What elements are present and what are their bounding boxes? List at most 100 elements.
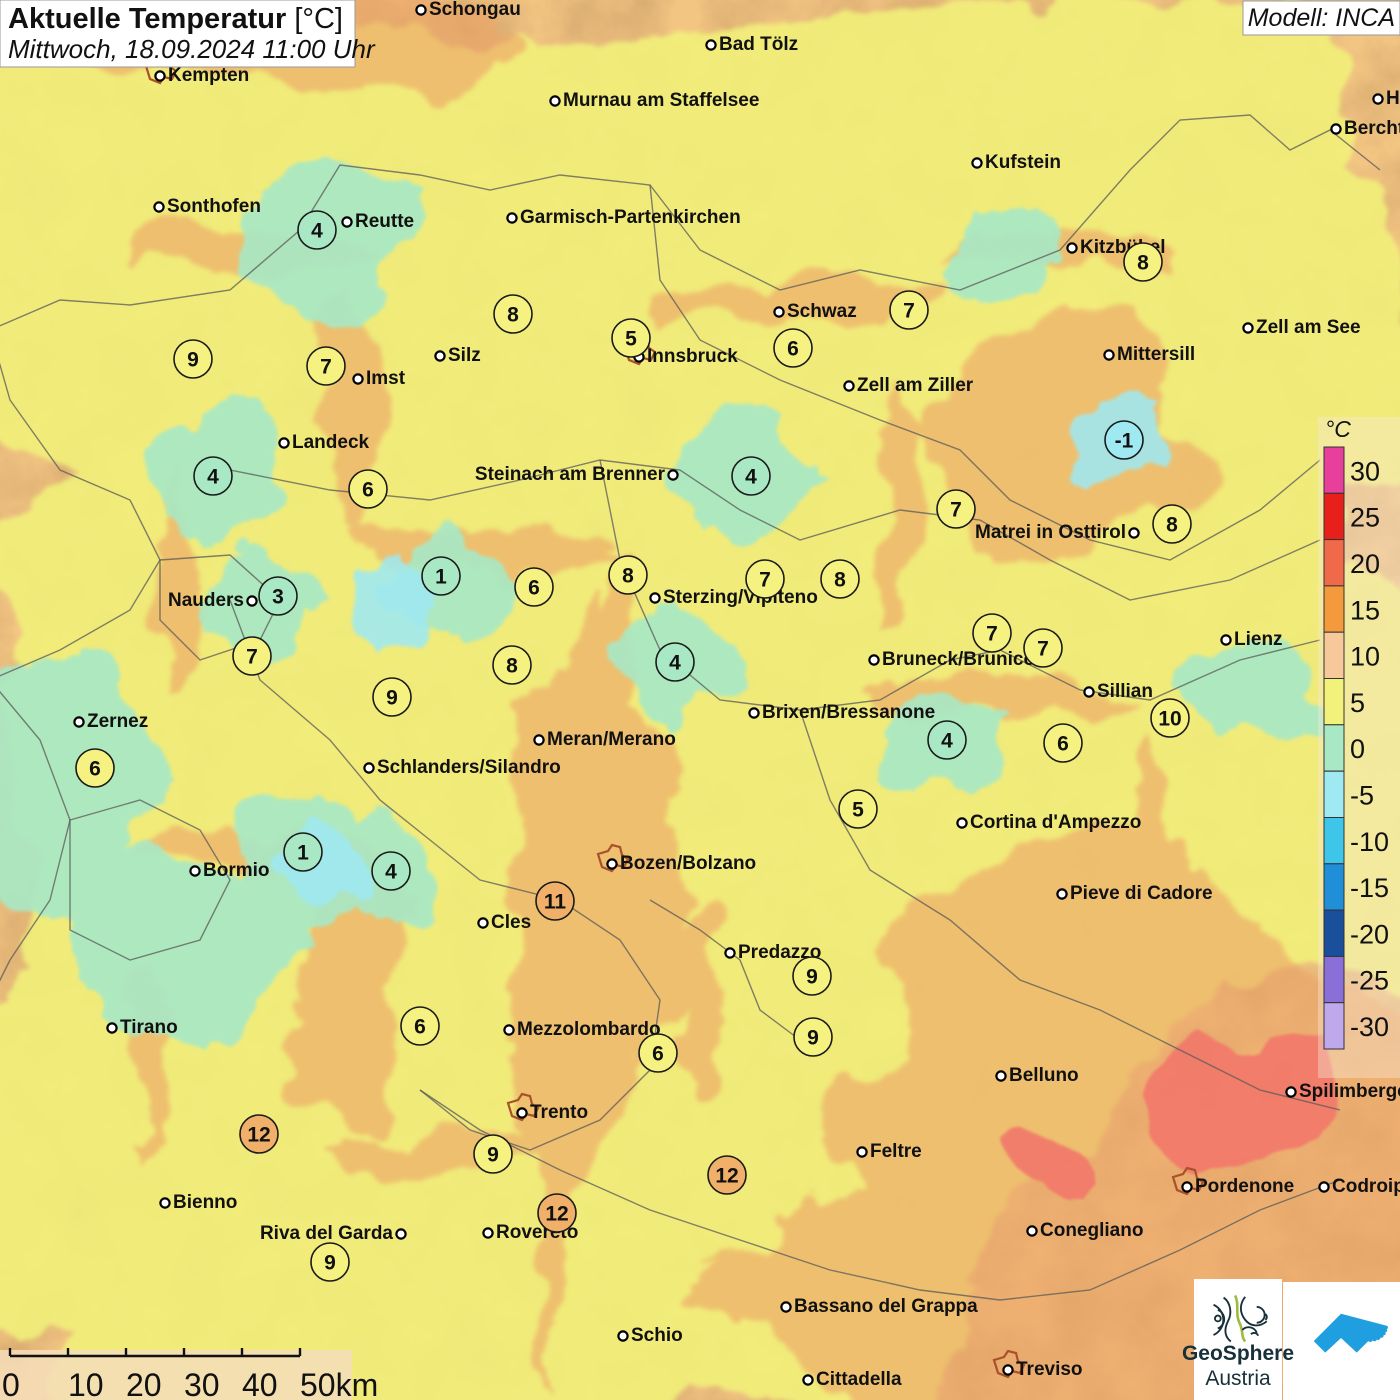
svg-text:-30: -30 (1350, 1012, 1389, 1042)
svg-text:Kempten: Kempten (168, 65, 249, 86)
svg-text:Pieve di Cadore: Pieve di Cadore (1070, 883, 1213, 904)
svg-text:9: 9 (806, 965, 818, 988)
svg-text:-10: -10 (1350, 827, 1389, 857)
svg-text:7: 7 (1037, 637, 1049, 660)
svg-text:7: 7 (320, 355, 332, 378)
svg-text:Treviso: Treviso (1016, 1359, 1083, 1380)
svg-text:-20: -20 (1350, 919, 1389, 949)
svg-text:9: 9 (386, 686, 398, 709)
svg-text:10: 10 (1350, 642, 1380, 672)
svg-text:8: 8 (834, 568, 846, 591)
svg-text:10: 10 (68, 1367, 104, 1400)
svg-text:Codroipo: Codroipo (1332, 1176, 1400, 1197)
svg-text:12: 12 (247, 1123, 270, 1146)
svg-text:6: 6 (1057, 732, 1069, 755)
svg-text:4: 4 (745, 465, 757, 488)
svg-text:8: 8 (1137, 251, 1149, 274)
svg-text:30: 30 (184, 1367, 220, 1400)
svg-text:20: 20 (1350, 549, 1380, 579)
svg-text:3: 3 (272, 585, 284, 608)
svg-text:Belluno: Belluno (1009, 1065, 1079, 1086)
svg-text:6: 6 (414, 1015, 426, 1038)
svg-text:Mezzolombardo: Mezzolombardo (517, 1019, 661, 1040)
svg-text:10: 10 (1158, 707, 1181, 730)
svg-text:Mittersill: Mittersill (1117, 344, 1195, 365)
svg-text:Sillian: Sillian (1097, 681, 1153, 702)
svg-text:Reutte: Reutte (355, 211, 414, 232)
svg-text:Bienno: Bienno (173, 1192, 237, 1213)
svg-text:Imst: Imst (366, 368, 406, 389)
svg-text:5: 5 (625, 327, 637, 350)
svg-text:Zell am Ziller: Zell am Ziller (857, 375, 974, 396)
svg-text:4: 4 (669, 651, 681, 674)
svg-text:Sonthofen: Sonthofen (167, 196, 261, 217)
svg-text:4: 4 (207, 465, 219, 488)
svg-text:12: 12 (545, 1202, 568, 1225)
svg-text:Cittadella: Cittadella (816, 1369, 902, 1390)
svg-text:Berchtesgaden: Berchtesgaden (1344, 118, 1400, 139)
svg-text:Schlanders/Silandro: Schlanders/Silandro (377, 757, 561, 778)
svg-text:Conegliano: Conegliano (1040, 1220, 1143, 1241)
svg-text:Bruneck/Brunico: Bruneck/Brunico (882, 649, 1035, 670)
svg-text:°C: °C (1325, 416, 1351, 442)
svg-text:Bozen/Bolzano: Bozen/Bolzano (620, 853, 756, 874)
svg-text:6: 6 (528, 576, 540, 599)
svg-text:7: 7 (246, 645, 258, 668)
svg-text:11: 11 (544, 890, 567, 913)
svg-text:6: 6 (89, 757, 101, 780)
svg-text:4: 4 (941, 729, 953, 752)
svg-text:9: 9 (324, 1251, 336, 1274)
svg-text:Silz: Silz (448, 345, 481, 366)
svg-text:Matrei in Osttirol: Matrei in Osttirol (975, 522, 1126, 543)
svg-text:7: 7 (986, 622, 998, 645)
svg-text:7: 7 (950, 498, 962, 521)
svg-text:Cles: Cles (491, 912, 531, 933)
svg-text:Meran/Merano: Meran/Merano (547, 729, 676, 750)
svg-text:Sterzing/Vipiteno: Sterzing/Vipiteno (663, 587, 818, 608)
svg-text:Landeck: Landeck (292, 432, 370, 453)
svg-text:5: 5 (852, 798, 864, 821)
svg-text:Modell: INCA: Modell: INCA (1248, 4, 1395, 32)
svg-text:9: 9 (807, 1026, 819, 1049)
svg-text:5: 5 (1350, 688, 1365, 718)
svg-text:0: 0 (1350, 734, 1365, 764)
svg-text:8: 8 (622, 564, 634, 587)
svg-text:Zell am See: Zell am See (1256, 317, 1361, 338)
svg-text:Lienz: Lienz (1234, 629, 1283, 650)
svg-text:20: 20 (126, 1367, 162, 1400)
svg-text:Brixen/Bressanone: Brixen/Bressanone (762, 702, 935, 723)
svg-text:-15: -15 (1350, 873, 1389, 903)
svg-text:Kufstein: Kufstein (985, 152, 1061, 173)
svg-text:Hallein: Hallein (1386, 88, 1400, 109)
svg-text:-1: -1 (1115, 429, 1134, 452)
svg-text:Tirano: Tirano (120, 1017, 178, 1038)
svg-text:9: 9 (187, 348, 199, 371)
svg-text:Bormio: Bormio (203, 860, 270, 881)
svg-text:Murnau am Staffelsee: Murnau am Staffelsee (563, 90, 759, 111)
svg-text:Riva del Garda: Riva del Garda (260, 1223, 393, 1244)
svg-text:Innsbruck: Innsbruck (647, 346, 738, 367)
svg-text:50km: 50km (300, 1367, 378, 1400)
svg-text:1: 1 (435, 565, 447, 588)
svg-text:Aktuelle Temperatur [°C]: Aktuelle Temperatur [°C] (8, 3, 343, 35)
svg-text:Bassano del Grappa: Bassano del Grappa (794, 1296, 978, 1317)
svg-text:Nauders: Nauders (168, 590, 244, 611)
svg-text:30: 30 (1350, 456, 1380, 486)
svg-text:-5: -5 (1350, 781, 1374, 811)
svg-text:Zernez: Zernez (87, 711, 148, 732)
svg-text:1: 1 (297, 841, 309, 864)
svg-text:4: 4 (385, 860, 397, 883)
svg-text:0: 0 (2, 1367, 20, 1400)
svg-text:8: 8 (1166, 513, 1178, 536)
svg-text:7: 7 (903, 299, 915, 322)
svg-text:4: 4 (311, 219, 323, 242)
svg-text:12: 12 (715, 1164, 738, 1187)
svg-text:Mittwoch, 18.09.2024 11:00 Uhr: Mittwoch, 18.09.2024 11:00 Uhr (8, 34, 376, 64)
svg-text:6: 6 (652, 1042, 664, 1065)
svg-text:40: 40 (242, 1367, 278, 1400)
svg-text:Pordenone: Pordenone (1195, 1176, 1294, 1197)
svg-text:Trento: Trento (530, 1102, 588, 1123)
svg-text:GeoSphere: GeoSphere (1182, 1342, 1294, 1365)
svg-text:9: 9 (487, 1143, 499, 1166)
svg-text:Schwaz: Schwaz (787, 301, 857, 322)
